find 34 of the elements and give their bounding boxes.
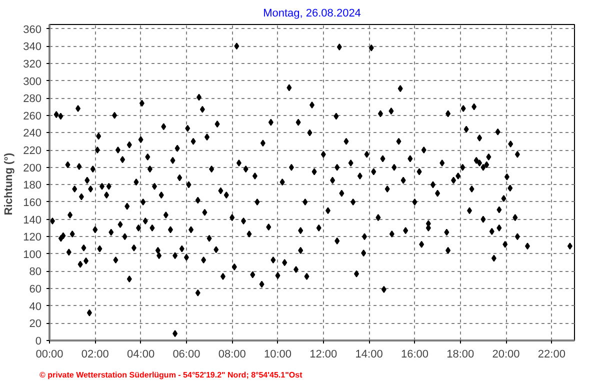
y-tick-label: 260 <box>23 110 42 122</box>
y-tick-label: 300 <box>23 76 42 88</box>
x-tick-label: 22:00 <box>538 348 566 360</box>
x-tick-label: 16:00 <box>400 348 428 360</box>
x-tick-label: 20:00 <box>492 348 520 360</box>
y-tick-label: 160 <box>23 196 42 209</box>
y-tick-label: 340 <box>23 41 42 54</box>
y-tick-label: 60 <box>29 284 42 296</box>
y-tick-label: 80 <box>29 266 42 278</box>
x-tick-label: 12:00 <box>310 348 338 360</box>
y-tick-label: 360 <box>23 24 42 36</box>
y-tick-label: 20 <box>29 318 42 330</box>
y-tick-label: 0 <box>35 336 42 348</box>
x-tick-label: 00:00 <box>36 348 64 360</box>
x-tick-label: 14:00 <box>355 348 383 360</box>
text: © private Wetterstation Süderlügum - 54°52'19.2" Nord; 8°54'45.1"Ost <box>40 370 303 380</box>
y-tick-label: 40 <box>29 300 42 313</box>
y-tick-label: 220 <box>23 145 42 158</box>
x-tick-label: 08:00 <box>218 348 246 360</box>
y-tick-label: 280 <box>23 93 42 106</box>
y-axis-title: Richtung (°) <box>3 152 16 216</box>
y-tick-label: 140 <box>23 214 42 226</box>
y-tick-label: 100 <box>23 248 42 261</box>
y-tick-label: 320 <box>23 58 42 70</box>
y-tick-label: 240 <box>23 128 42 140</box>
x-tick-label: 06:00 <box>172 348 200 360</box>
x-tick-label: 02:00 <box>81 348 109 360</box>
x-tick-label: 04:00 <box>127 348 155 360</box>
x-tick-label: 18:00 <box>446 348 474 360</box>
y-tick-label: 180 <box>23 180 42 192</box>
y-tick-label: 200 <box>23 162 42 174</box>
y-tick-label: 120 <box>23 232 42 244</box>
x-tick-label: 10:00 <box>264 348 292 360</box>
chart-title: Montag, 26.08.2024 <box>263 8 361 20</box>
